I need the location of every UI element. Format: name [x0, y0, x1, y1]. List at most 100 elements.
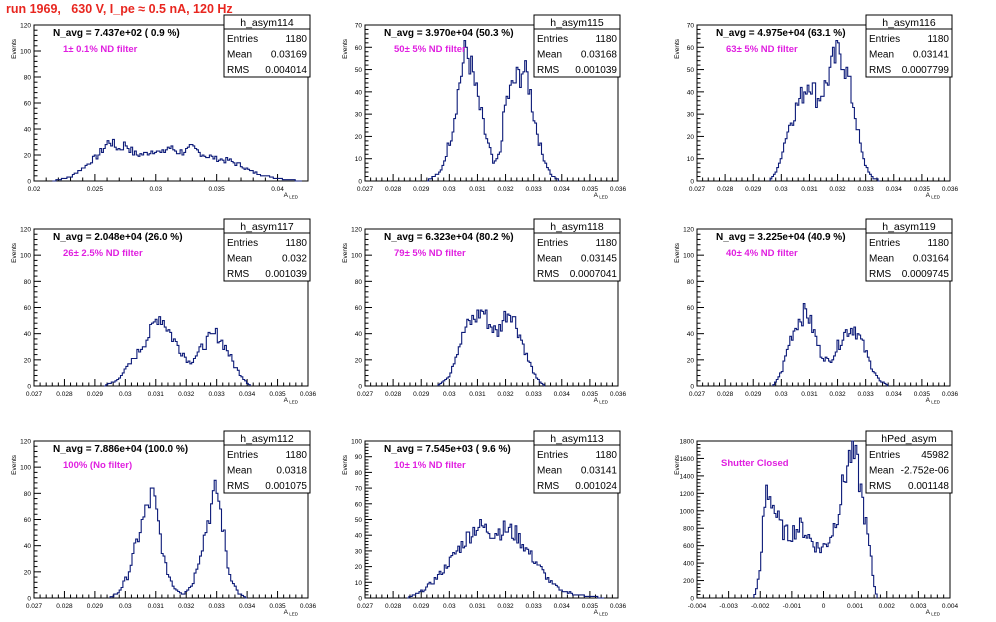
x-tick-label: 0.035: [582, 391, 599, 398]
stats-box: [533, 430, 621, 494]
y-tick-label: 120: [683, 227, 694, 234]
x-tick-label: 0.027: [689, 186, 706, 193]
histogram-line: [772, 303, 889, 387]
x-tick-label: 0.031: [469, 603, 486, 610]
x-tick-label: 0.028: [385, 391, 402, 398]
stats-box: [865, 430, 953, 494]
x-axis-label: A LED: [284, 397, 299, 405]
x-axis-label: A LED: [594, 192, 609, 200]
stats-value: 0.03169: [271, 50, 308, 61]
y-tick-label: 70: [355, 486, 363, 493]
y-tick-label: 80: [687, 279, 695, 286]
x-tick-label: 0.03: [119, 603, 132, 610]
x-tick-label: 0.031: [469, 391, 486, 398]
stats-label: Entries: [869, 238, 900, 249]
x-tick-label: 0.032: [829, 391, 846, 398]
x-tick-label: 0.025: [87, 186, 104, 193]
x-tick-label: 0.033: [209, 603, 226, 610]
y-tick-label: 0: [27, 179, 31, 186]
x-tick-label: 0.029: [413, 391, 430, 398]
x-tick-label: 0.033: [858, 391, 875, 398]
y-axis-label: Events: [342, 454, 349, 475]
x-axis-label: A LED: [926, 609, 941, 617]
y-axis-label: Events: [11, 38, 18, 59]
y-tick-label: 40: [24, 331, 32, 338]
y-tick-label: 40: [355, 533, 363, 540]
filter-label: 10± 1% ND filter: [394, 460, 466, 471]
stats-value: 0.03145: [581, 254, 618, 265]
y-tick-label: 120: [20, 439, 31, 446]
stats-label: Mean: [537, 50, 562, 61]
y-tick-label: 90: [355, 454, 363, 461]
histogram-panel: 0.027 0.028 0.029 0.03 0.031 0.032 0.033 0.034 0…: [342, 14, 627, 200]
y-tick-label: 60: [687, 45, 695, 52]
x-tick-label: 0.034: [239, 603, 256, 610]
x-tick-label: 0.02: [28, 186, 41, 193]
stats-value: 0.004014: [265, 65, 307, 76]
x-tick-label: 0.036: [300, 391, 317, 398]
x-tick-label: 0.003: [910, 603, 927, 610]
x-tick-label: 0.03: [443, 391, 456, 398]
x-tick-label: 0.031: [148, 391, 165, 398]
y-tick-label: 200: [683, 578, 694, 585]
histogram-line: [407, 518, 604, 599]
x-tick-label: 0.035: [269, 391, 286, 398]
y-axis-label: Events: [11, 242, 18, 263]
x-axis-label: A LED: [594, 609, 609, 617]
stats-value: 1180: [595, 450, 617, 461]
x-tick-label: 0.029: [745, 391, 762, 398]
x-tick-label: 0.036: [942, 186, 959, 193]
x-tick-label: 0.03: [119, 391, 132, 398]
stats-value: 0.001039: [265, 269, 307, 280]
filter-label: 1± 0.1% ND filter: [63, 44, 138, 55]
x-tick-label: 0.033: [209, 391, 226, 398]
stats-label: Mean: [537, 254, 562, 265]
stats-label: Entries: [869, 34, 900, 45]
y-tick-label: 100: [351, 253, 362, 260]
x-tick-label: -0.003: [719, 603, 738, 610]
y-tick-label: 100: [683, 253, 694, 260]
stats-value: 1180: [285, 34, 307, 45]
x-tick-label: 0.034: [886, 186, 903, 193]
x-tick-label: 0.036: [610, 603, 627, 610]
x-tick-label: 0.033: [858, 186, 875, 193]
y-tick-label: 120: [20, 227, 31, 234]
y-tick-label: 20: [687, 357, 695, 364]
stats-label: Mean: [869, 50, 894, 61]
stats-box: [223, 218, 311, 282]
x-axis-label: A LED: [926, 397, 941, 405]
x-tick-label: 0.032: [178, 603, 195, 610]
y-tick-label: 100: [20, 465, 31, 472]
y-tick-label: 60: [355, 45, 363, 52]
y-tick-label: 20: [24, 357, 32, 364]
histogram-line: [769, 40, 880, 182]
x-tick-label: 0.03: [775, 391, 788, 398]
stats-value: 0.03141: [913, 50, 950, 61]
histogram-panel: 0.027 0.028 0.029 0.03 0.031 0.032 0.033 0.034 0…: [11, 218, 317, 405]
stats-hist-name: h_asym119: [882, 221, 936, 233]
stats-hist-name: h_asym113: [550, 433, 604, 445]
stats-label: RMS: [227, 65, 250, 76]
stats-value: -2.752e-06: [901, 466, 950, 477]
y-tick-label: 120: [351, 227, 362, 234]
x-tick-label: 0.031: [469, 186, 486, 193]
stats-label: Mean: [227, 466, 252, 477]
n-avg-label: N_avg = 7.886e+04 (100.0 %): [53, 444, 188, 455]
x-tick-label: 0.031: [148, 603, 165, 610]
stats-hist-name: h_asym115: [550, 17, 604, 29]
stats-label: Entries: [869, 450, 900, 461]
x-axis-label: A LED: [594, 397, 609, 405]
x-tick-label: 0.032: [178, 391, 195, 398]
stats-box: [533, 14, 621, 78]
n-avg-label: N_avg = 4.975e+04 (63.1 %): [716, 28, 846, 39]
y-tick-label: 100: [20, 49, 31, 56]
histogram-panel: -0.004 -0.003 -0.002 -0.001 0 0.001 0.002 0.003…: [674, 430, 959, 617]
stats-value: 0.001024: [575, 481, 617, 492]
filter-label: Shutter Closed: [721, 458, 789, 469]
stats-label: Mean: [869, 466, 894, 477]
y-axis-label: Events: [342, 242, 349, 263]
x-tick-label: 0.032: [497, 603, 514, 610]
y-tick-label: 40: [687, 331, 695, 338]
y-tick-label: 20: [355, 357, 363, 364]
stats-hist-name: h_asym112: [240, 433, 294, 445]
